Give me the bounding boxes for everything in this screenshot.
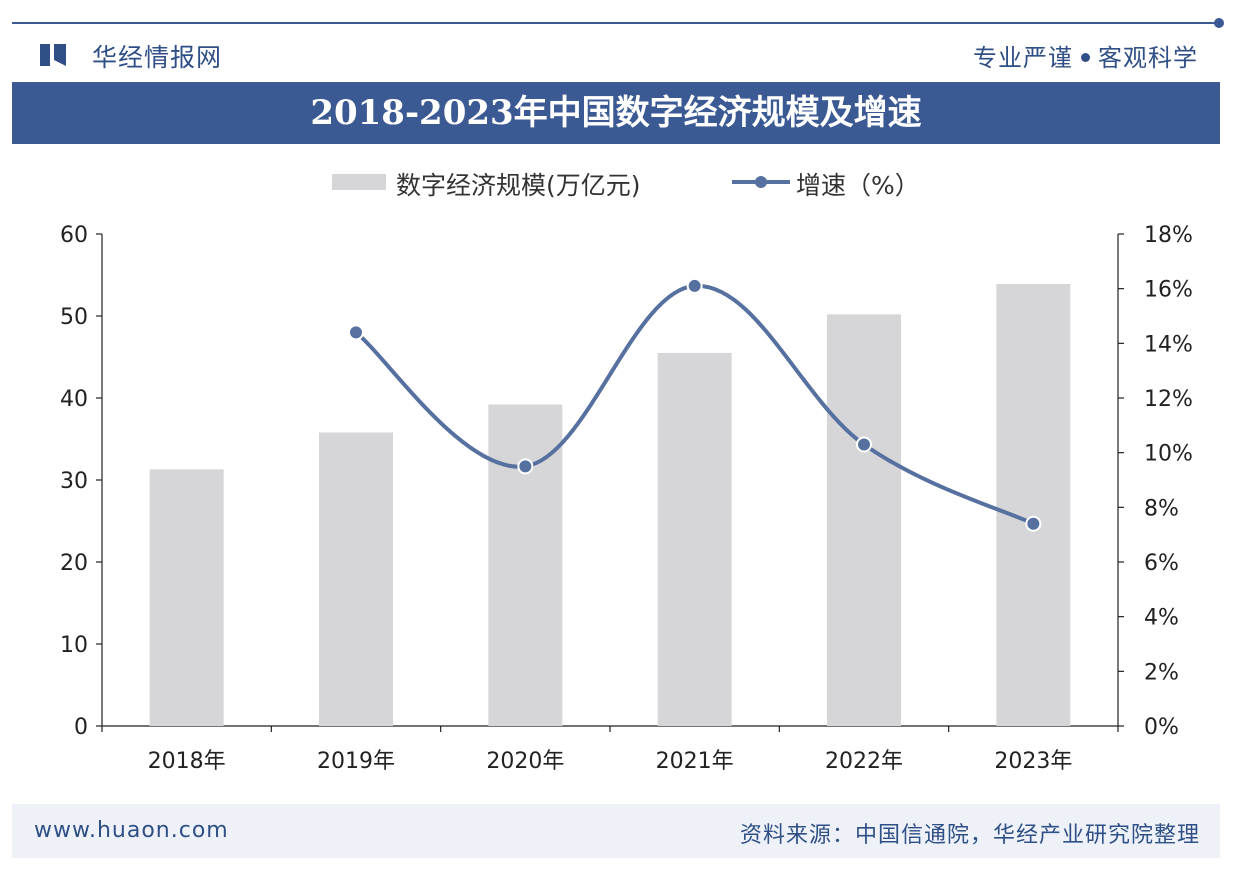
- y-left-tick-label: 10: [60, 633, 88, 658]
- y-right-tick-label: 14%: [1144, 332, 1193, 357]
- top-divider: [12, 22, 1218, 24]
- growth-point: [856, 436, 872, 453]
- y-right-tick-label: 10%: [1144, 442, 1193, 467]
- y-left-tick-label: 50: [60, 305, 88, 330]
- legend-bar-label: 数字经济规模(万亿元): [396, 171, 641, 200]
- top-divider-dot: [1214, 18, 1224, 28]
- slogan: 专业严谨 客观科学: [973, 38, 1198, 73]
- y-left-tick-label: 40: [60, 387, 88, 412]
- title-bar: 2018-2023年中国数字经济规模及增速: [12, 82, 1220, 144]
- x-tick-label: 2018年: [148, 749, 226, 774]
- legend-bar-swatch: [332, 174, 386, 190]
- legend-line-label: 增速（%）: [796, 171, 920, 200]
- growth-point: [348, 324, 364, 341]
- bar: [319, 432, 393, 726]
- footer: www.huaon.com 资料来源：中国信通院，华经产业研究院整理: [12, 804, 1220, 858]
- header: 华经情报网 专业严谨 客观科学: [12, 30, 1220, 76]
- legend-line-swatch: [732, 176, 790, 188]
- x-tick-label: 2020年: [486, 749, 564, 774]
- y-left-tick-label: 20: [60, 551, 88, 576]
- chart-title: 2018-2023年中国数字经济规模及增速: [310, 93, 922, 133]
- x-tick-label: 2022年: [825, 749, 903, 774]
- x-tick-label: 2023年: [994, 749, 1072, 774]
- growth-point: [1025, 515, 1042, 532]
- slogan-right: 客观科学: [1098, 44, 1198, 72]
- bar: [996, 284, 1071, 726]
- bar: [149, 469, 224, 726]
- x-tick-label: 2021年: [656, 749, 734, 774]
- y-left-tick-label: 0: [74, 715, 88, 740]
- slogan-left: 专业严谨: [973, 44, 1073, 72]
- growth-point: [517, 458, 534, 475]
- y-left-tick-label: 60: [60, 223, 88, 248]
- legend: 数字经济规模(万亿元) 增速（%）: [12, 160, 1220, 204]
- y-right-tick-label: 0%: [1144, 715, 1179, 740]
- y-right-tick-label: 4%: [1144, 606, 1179, 631]
- y-right-tick-label: 2%: [1144, 660, 1179, 685]
- bar: [488, 404, 563, 726]
- y-right-tick-label: 6%: [1144, 551, 1179, 576]
- growth-point: [686, 277, 703, 294]
- y-right-tick-label: 12%: [1144, 387, 1193, 412]
- footer-url[interactable]: www.huaon.com: [34, 818, 229, 843]
- y-right-tick-label: 8%: [1144, 496, 1179, 521]
- bar: [657, 352, 732, 726]
- y-left-tick-label: 30: [60, 469, 88, 494]
- brand-name: 华经情报网: [92, 43, 223, 72]
- footer-source: 资料来源：中国信通院，华经产业研究院整理: [739, 823, 1200, 848]
- bar: [827, 314, 901, 726]
- x-tick-label: 2019年: [317, 749, 395, 774]
- y-right-tick-label: 16%: [1144, 278, 1193, 303]
- slogan-dot: [1081, 52, 1090, 62]
- y-right-tick-label: 18%: [1144, 223, 1193, 248]
- brand-logo-icon: [40, 44, 66, 66]
